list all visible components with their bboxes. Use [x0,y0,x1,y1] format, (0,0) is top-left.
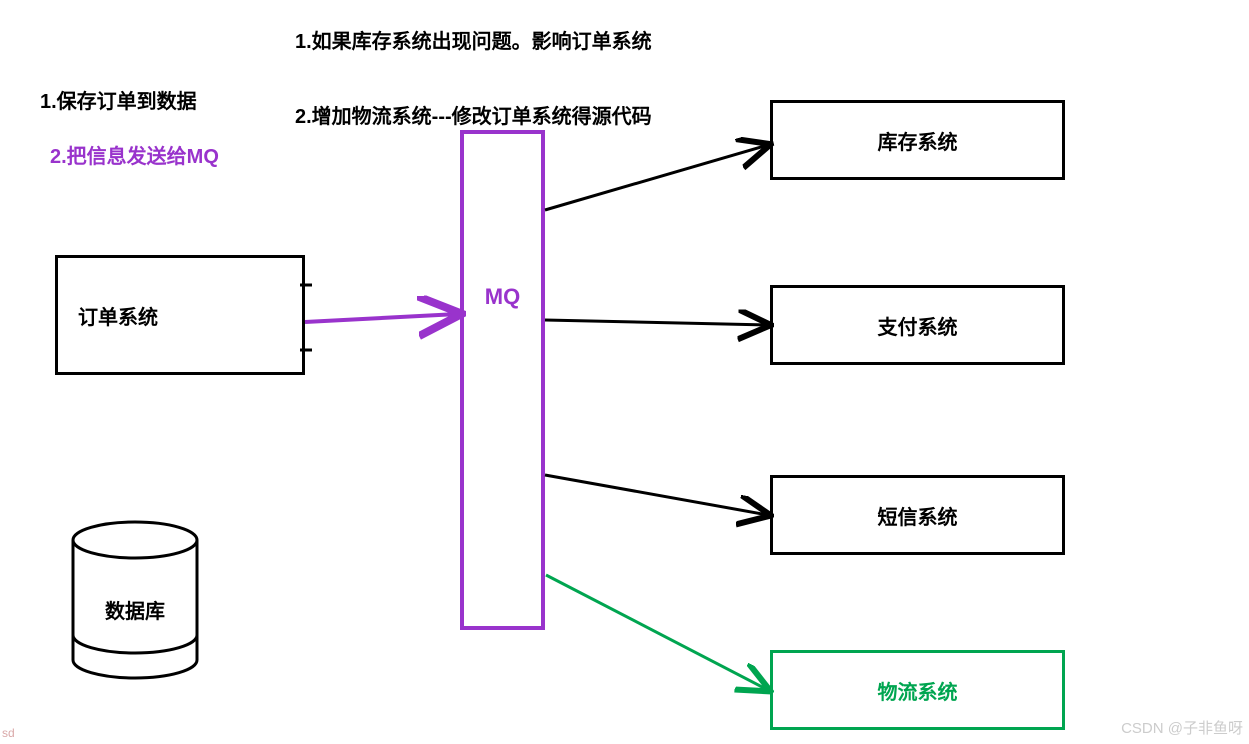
payment-system-label: 支付系统 [878,311,958,340]
database-label: 数据库 [70,595,200,624]
logistics-system-label: 物流系统 [878,676,958,705]
mq-node: MQ [460,130,545,630]
edge-mq-to-inventory [545,145,768,210]
edge-mq-to-logistics [546,575,768,690]
database-node: 数据库 [70,520,200,680]
mq-label: MQ [485,284,520,310]
note-problem: 1.如果库存系统出现问题。影响订单系统 [295,25,652,54]
watermark-sd: sd [2,726,15,740]
logistics-system-node: 物流系统 [770,650,1065,730]
watermark-csdn: CSDN @子非鱼呀 [1121,717,1243,738]
note-save-order: 1.保存订单到数据 [40,85,197,114]
payment-system-node: 支付系统 [770,285,1065,365]
edge-mq-to-sms [545,475,768,515]
sms-system-node: 短信系统 [770,475,1065,555]
inventory-system-label: 库存系统 [878,126,958,155]
sms-system-label: 短信系统 [878,501,958,530]
note-add-logistics: 2.增加物流系统---修改订单系统得源代码 [295,100,652,129]
edge-mq-to-payment [545,320,768,325]
inventory-system-node: 库存系统 [770,100,1065,180]
order-system-node: 订单系统 [55,255,305,375]
edge-order-to-mq [305,314,458,322]
order-system-label: 订单系统 [78,301,158,330]
note-send-mq: 2.把信息发送给MQ [50,140,219,169]
